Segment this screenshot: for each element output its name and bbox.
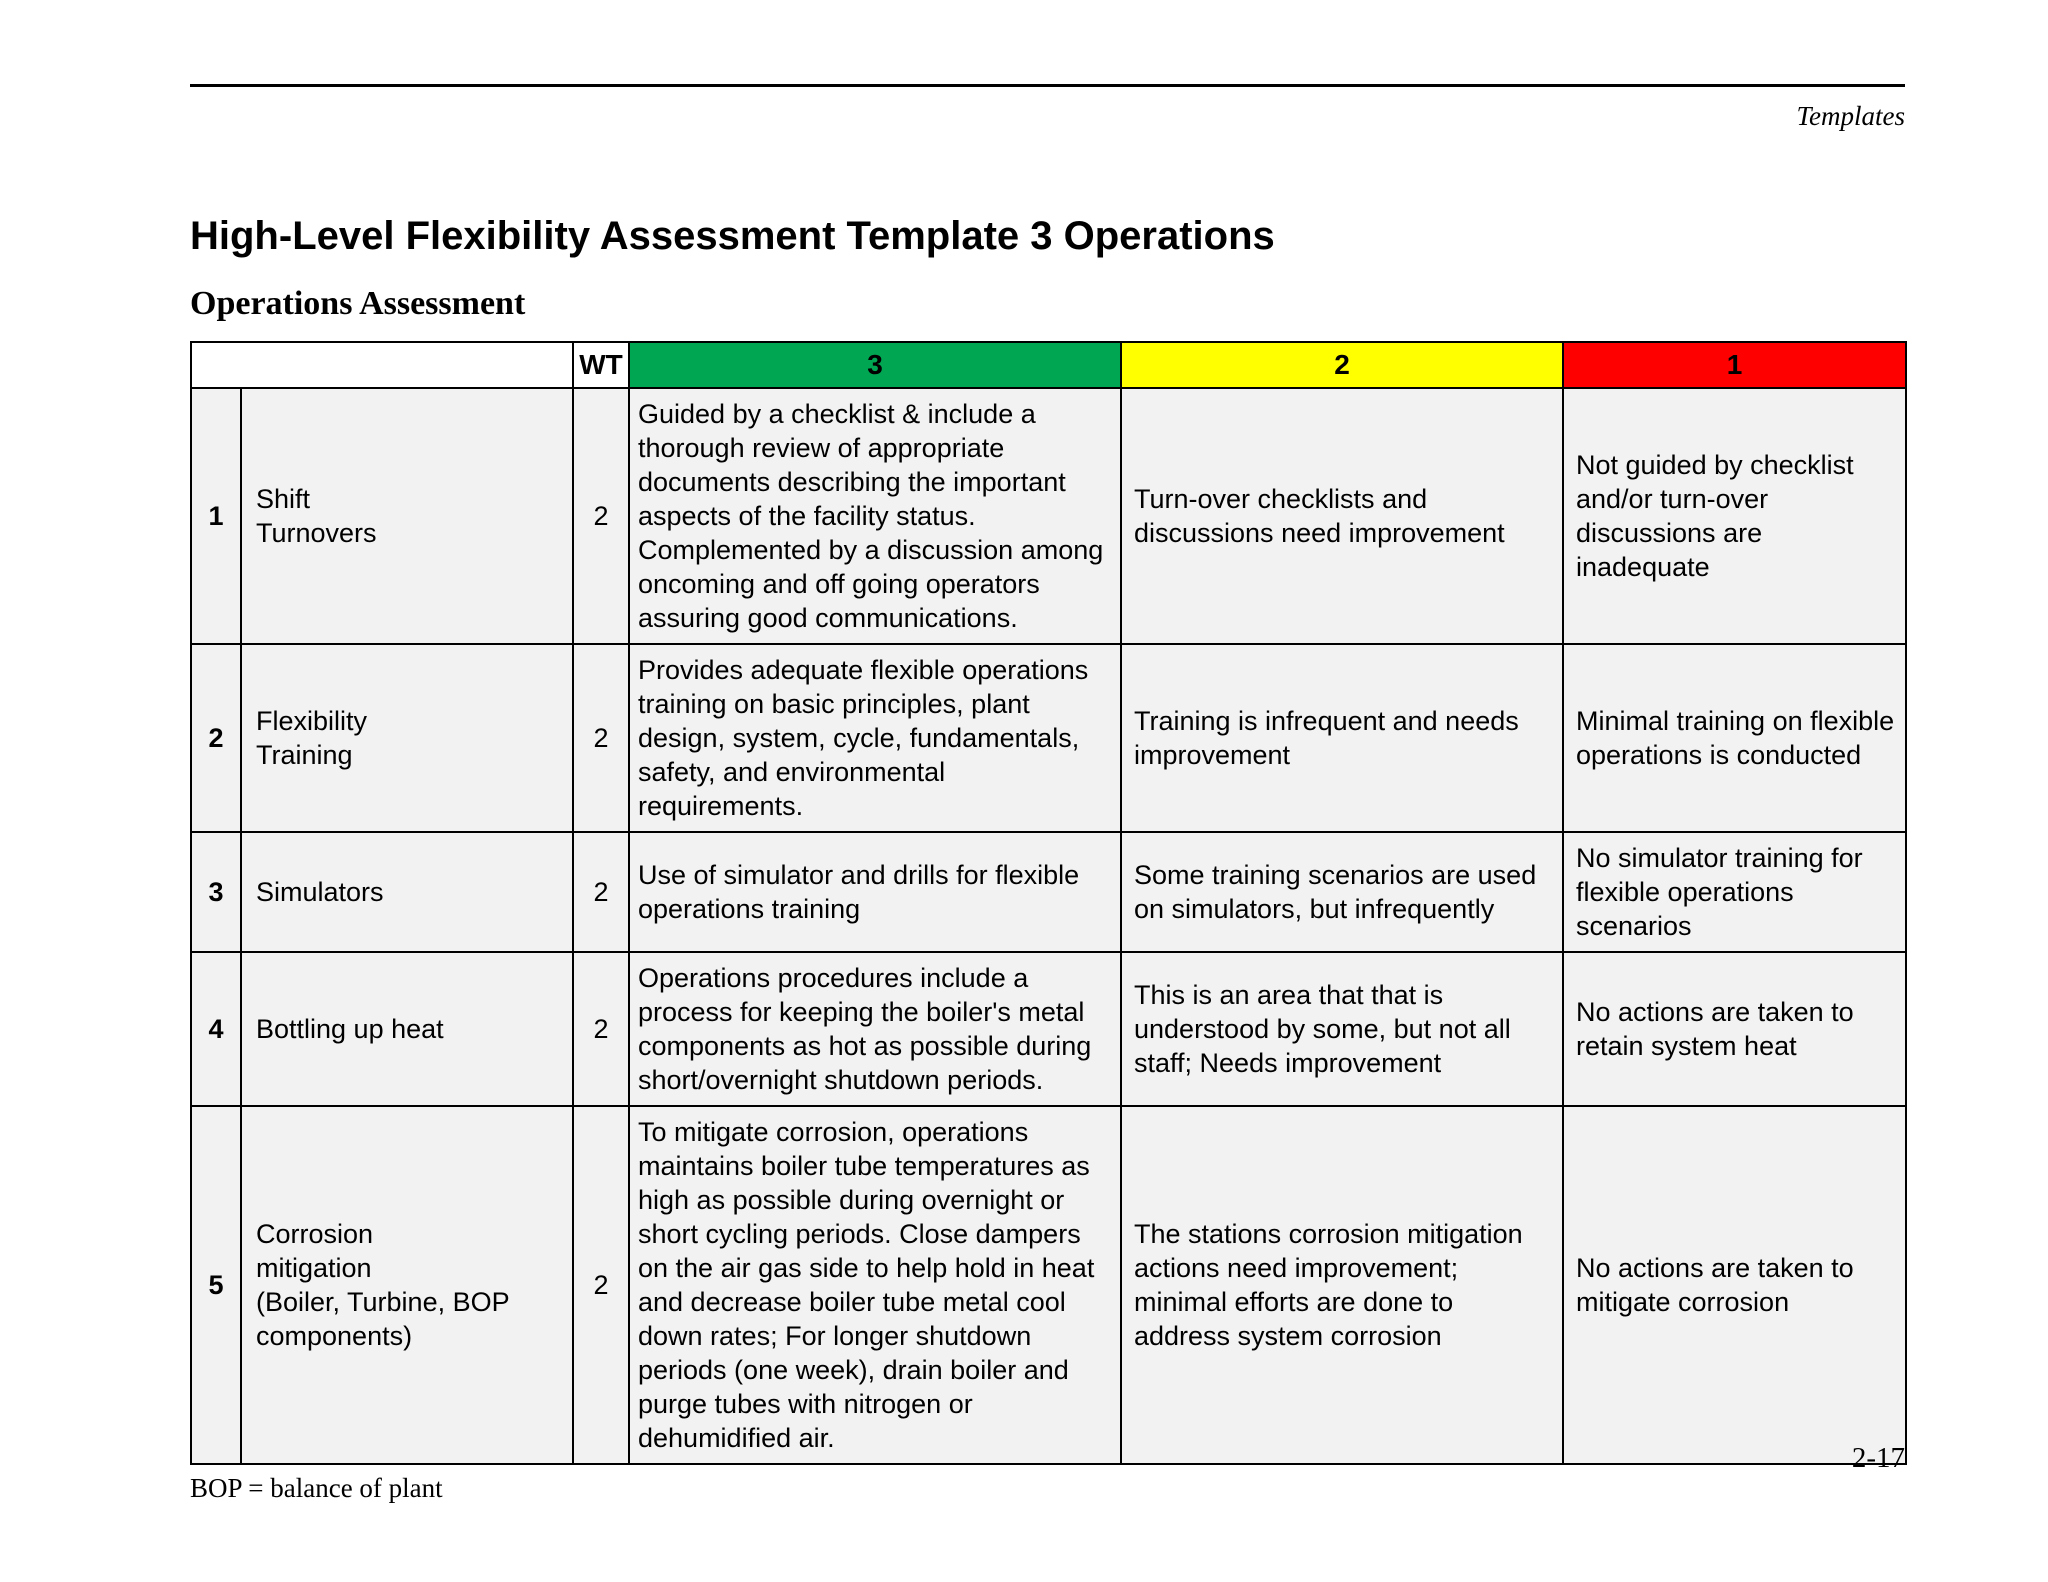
row-score3-text: Provides adequate flexible operations tr… [628,643,1122,834]
table-footnote: BOP = balance of plant [190,1473,443,1504]
table-header-row: WT 3 2 1 [190,341,1907,389]
row-score1-text: No actions are taken to mitigate corrosi… [1562,1105,1907,1466]
score-header-2: 2 [1120,341,1564,389]
row-score3-text: To mitigate corrosion, operations mainta… [628,1105,1122,1466]
row-weight: 2 [572,1105,630,1466]
row-number: 5 [190,1105,242,1466]
row-criterion: Simulators [240,831,574,954]
row-score2-text: Training is infrequent and needs improve… [1120,643,1564,834]
row-score1-text: No simulator training for flexible opera… [1562,831,1907,954]
row-score3-text: Guided by a checklist & include a thorou… [628,386,1122,646]
table-row: 1 Shift Turnovers 2 Guided by a checklis… [190,386,1907,646]
row-score2-text: Some training scenarios are used on simu… [1120,831,1564,954]
row-score2-text: This is an area that that is understood … [1120,951,1564,1108]
table-row: 2 Flexibility Training 2 Provides adequa… [190,643,1907,834]
header-rule [190,84,1905,87]
page-number: 2-17 [1851,1442,1905,1474]
row-weight: 2 [572,386,630,646]
table-row: 4 Bottling up heat 2 Operations procedur… [190,951,1907,1108]
blank-header-cell [190,341,574,389]
row-criterion: Shift Turnovers [240,386,574,646]
page-title: High-Level Flexibility Assessment Templa… [190,214,1275,258]
wt-header: WT [572,341,630,389]
assessment-table: WT 3 2 1 1 Shift Turnovers 2 Guided by a… [190,341,1907,1466]
page-content: Templates High-Level Flexibility Assessm… [190,0,1907,1504]
row-weight: 2 [572,951,630,1108]
row-number: 3 [190,831,242,954]
row-weight: 2 [572,643,630,834]
row-weight: 2 [572,831,630,954]
row-criterion: Flexibility Training [240,643,574,834]
row-score2-text: The stations corrosion mitigation action… [1120,1105,1564,1466]
row-score3-text: Operations procedures include a process … [628,951,1122,1108]
running-header: Templates [1796,101,1905,131]
row-number: 2 [190,643,242,834]
row-score1-text: Not guided by checklist and/or turn-over… [1562,386,1907,646]
row-score3-text: Use of simulator and drills for flexible… [628,831,1122,954]
section-title: Operations Assessment [190,285,526,322]
row-score2-text: Turn-over checklists and discussions nee… [1120,386,1564,646]
row-number: 4 [190,951,242,1108]
row-criterion: Bottling up heat [240,951,574,1108]
row-number: 1 [190,386,242,646]
row-criterion: Corrosion mitigation (Boiler, Turbine, B… [240,1105,574,1466]
table-row: 3 Simulators 2 Use of simulator and dril… [190,831,1907,954]
score-header-3: 3 [628,341,1122,389]
row-score1-text: No actions are taken to retain system he… [1562,951,1907,1108]
score-header-1: 1 [1562,341,1907,389]
row-score1-text: Minimal training on flexible operations … [1562,643,1907,834]
table-row: 5 Corrosion mitigation (Boiler, Turbine,… [190,1105,1907,1466]
